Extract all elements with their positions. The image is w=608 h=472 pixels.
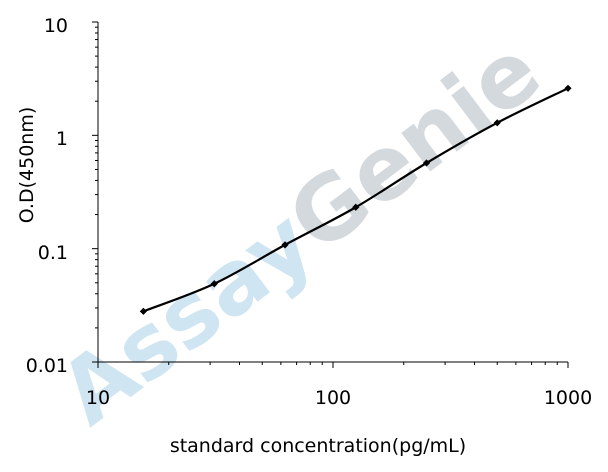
data-point-marker	[281, 241, 289, 249]
svg-text:AssayGenie: AssayGenie	[41, 19, 559, 445]
data-point-marker	[352, 203, 360, 211]
watermark: AssayGenie	[41, 19, 559, 445]
x-axis-title: standard concentration(pg/mL)	[170, 435, 466, 457]
x-tick-label: 10	[86, 387, 110, 409]
data-point-marker	[564, 84, 572, 92]
watermark-part-2: Genie	[270, 19, 559, 272]
series-layer	[139, 84, 572, 315]
x-tick-label: 100	[315, 387, 351, 409]
x-tick-label: 1000	[544, 387, 592, 409]
y-tick-label: 0.01	[26, 355, 68, 377]
y-tick-label: 10	[44, 15, 68, 37]
data-point-marker	[139, 307, 147, 315]
y-tick-label: 1	[56, 128, 68, 150]
y-axis-ticks	[92, 21, 98, 363]
watermark-part-1: Assay	[41, 190, 332, 445]
y-axis-title: O.D(450nm)	[16, 107, 38, 224]
data-point-marker	[422, 159, 431, 167]
data-point-marker	[210, 280, 218, 288]
x-axis-ticks	[97, 362, 569, 368]
data-point-marker	[493, 119, 501, 127]
y-tick-label: 0.1	[38, 242, 68, 264]
